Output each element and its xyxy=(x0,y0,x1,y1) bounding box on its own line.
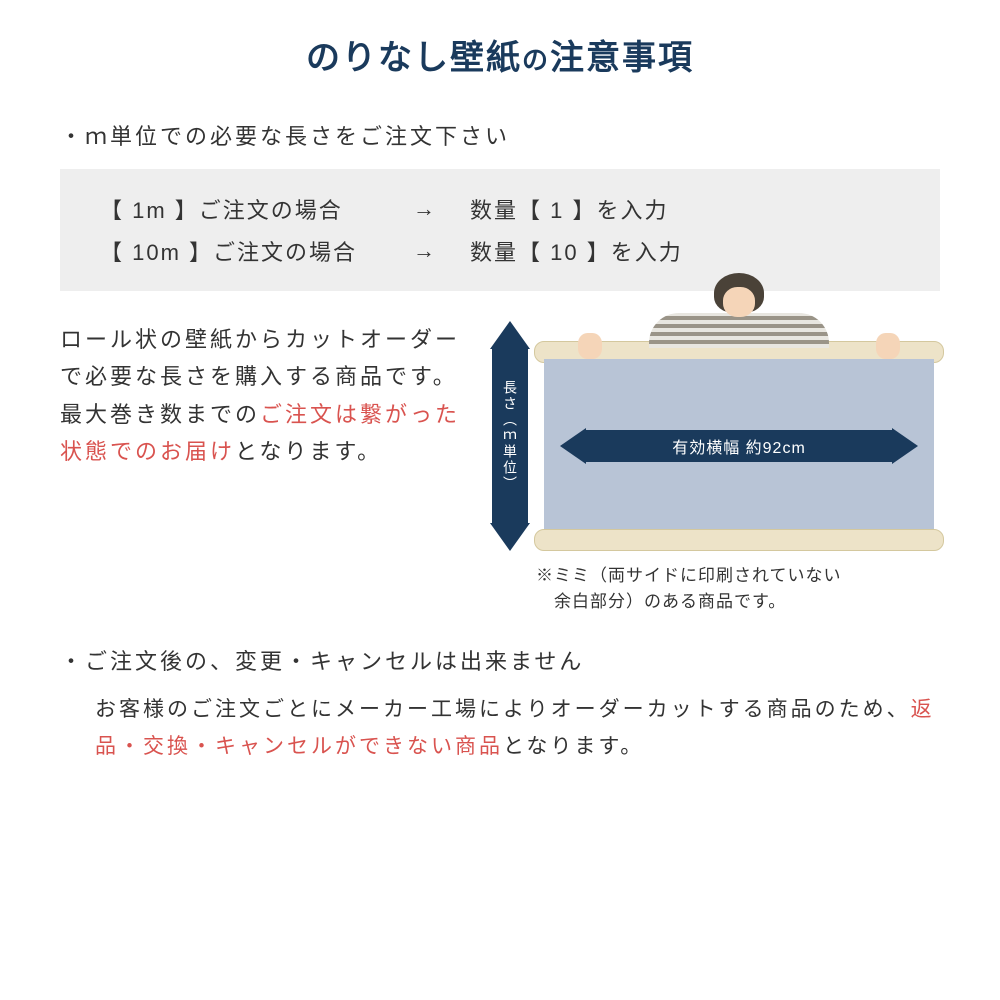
text-part1: お客様のご注文ごとにメーカー工場によりオーダーカットする商品のため、 xyxy=(95,698,911,721)
note-line2: 余白部分）のある商品です。 xyxy=(536,592,786,611)
order-example-box: 【 1m 】ご注文の場合 → 数量【 1 】を入力 【 10m 】ご注文の場合 … xyxy=(60,169,940,291)
note-line1: ※ミミ（両サイドに印刷されていない xyxy=(536,566,842,585)
cancellation-text: お客様のご注文ごとにメーカー工場によりオーダーカットする商品のため、返品・交換・… xyxy=(60,692,940,766)
cancellation-section: ・ご注文後の、変更・キャンセルは出来ません お客様のご注文ごとにメーカー工場によ… xyxy=(60,644,940,766)
horizontal-label: 有効横幅 約92cm xyxy=(586,430,893,462)
paper-body: 有効横幅 約92cm xyxy=(544,359,934,533)
arrow-up-icon xyxy=(490,321,530,349)
face-shape xyxy=(723,287,755,317)
hand-right xyxy=(876,333,900,359)
middle-section: ロール状の壁紙からカットオーダーで必要な長さを購入する商品です。最大巻き数までの… xyxy=(60,321,940,614)
arrow-right-icon xyxy=(892,428,918,464)
order-label: 【 10m 】ご注文の場合 xyxy=(100,235,380,267)
order-label: 【 1m 】ご注文の場合 xyxy=(100,193,380,225)
vertical-arrow: 長さ（ｍ単位） xyxy=(490,321,530,551)
roll-bottom xyxy=(534,529,944,551)
vertical-label: 長さ（ｍ単位） xyxy=(500,380,520,492)
section2-heading: ・ご注文後の、変更・キャンセルは出来ません xyxy=(60,644,940,676)
arrow-icon: → xyxy=(400,196,450,222)
diagram-container: 長さ（ｍ単位） 有効横幅 約92cm xyxy=(490,321,940,551)
section1-heading: ・ｍ単位での必要な長さをご注文下さい xyxy=(60,119,940,151)
title-sub: 注意事項 xyxy=(550,39,694,77)
diagram-area: 長さ（ｍ単位） 有効横幅 約92cm xyxy=(490,321,940,614)
order-quantity: 数量【 10 】を入力 xyxy=(470,235,900,267)
product-description: ロール状の壁紙からカットオーダーで必要な長さを購入する商品です。最大巻き数までの… xyxy=(60,321,470,471)
page-title: のりなし壁紙の注意事項 xyxy=(60,30,940,79)
arrow-icon: → xyxy=(400,238,450,264)
order-row: 【 10m 】ご注文の場合 → 数量【 10 】を入力 xyxy=(100,235,900,267)
title-connector: の xyxy=(522,45,550,75)
wallpaper-roll: 有効横幅 約92cm xyxy=(538,341,940,551)
title-main: のりなし壁紙 xyxy=(306,39,522,77)
text-part2: となります。 xyxy=(503,735,644,758)
hand-left xyxy=(578,333,602,359)
order-row: 【 1m 】ご注文の場合 → 数量【 1 】を入力 xyxy=(100,193,900,225)
wallpaper-illustration: 有効横幅 約92cm xyxy=(538,321,940,551)
horizontal-arrow: 有効横幅 約92cm xyxy=(560,428,919,464)
diagram-note: ※ミミ（両サイドに印刷されていない 余白部分）のある商品です。 xyxy=(490,563,940,614)
vertical-arrow-body: 長さ（ｍ単位） xyxy=(492,349,528,523)
desc-part2: となります。 xyxy=(235,439,382,464)
arrow-left-icon xyxy=(560,428,586,464)
arrow-down-icon xyxy=(490,523,530,551)
order-quantity: 数量【 1 】を入力 xyxy=(470,193,900,225)
person-head xyxy=(714,273,764,323)
